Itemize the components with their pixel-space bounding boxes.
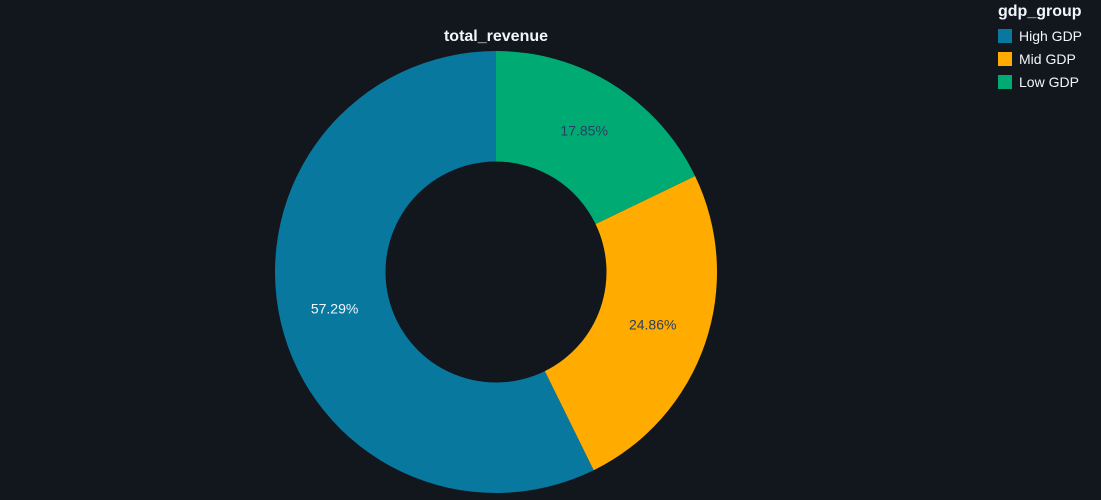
slice-label-mid-gdp: 24.86%: [629, 317, 676, 333]
donut-slice-high-gdp[interactable]: [274, 51, 594, 494]
legend-swatch: [998, 74, 1012, 89]
donut-slice-low-gdp[interactable]: [496, 51, 696, 225]
slice-label-low-gdp: 17.85%: [560, 122, 607, 138]
legend-item-mid-gdp[interactable]: Mid GDP: [998, 47, 1101, 70]
legend-label: Low GDP: [1019, 73, 1079, 90]
chart-title: total_revenue: [443, 28, 549, 45]
legend-item-high-gdp[interactable]: High GDP: [998, 24, 1101, 47]
slice-label-high-gdp: 57.29%: [311, 300, 358, 316]
legend-item-low-gdp[interactable]: Low GDP: [998, 70, 1101, 93]
legend: gdp_group High GDP Mid GDP Low GDP: [998, 2, 1101, 93]
donut-slice-mid-gdp[interactable]: [544, 176, 717, 471]
legend-title: gdp_group: [998, 3, 1082, 20]
legend-label: High GDP: [1019, 27, 1083, 44]
legend-label: Mid GDP: [1019, 50, 1076, 67]
legend-swatch: [998, 28, 1012, 43]
legend-swatch: [998, 51, 1012, 66]
